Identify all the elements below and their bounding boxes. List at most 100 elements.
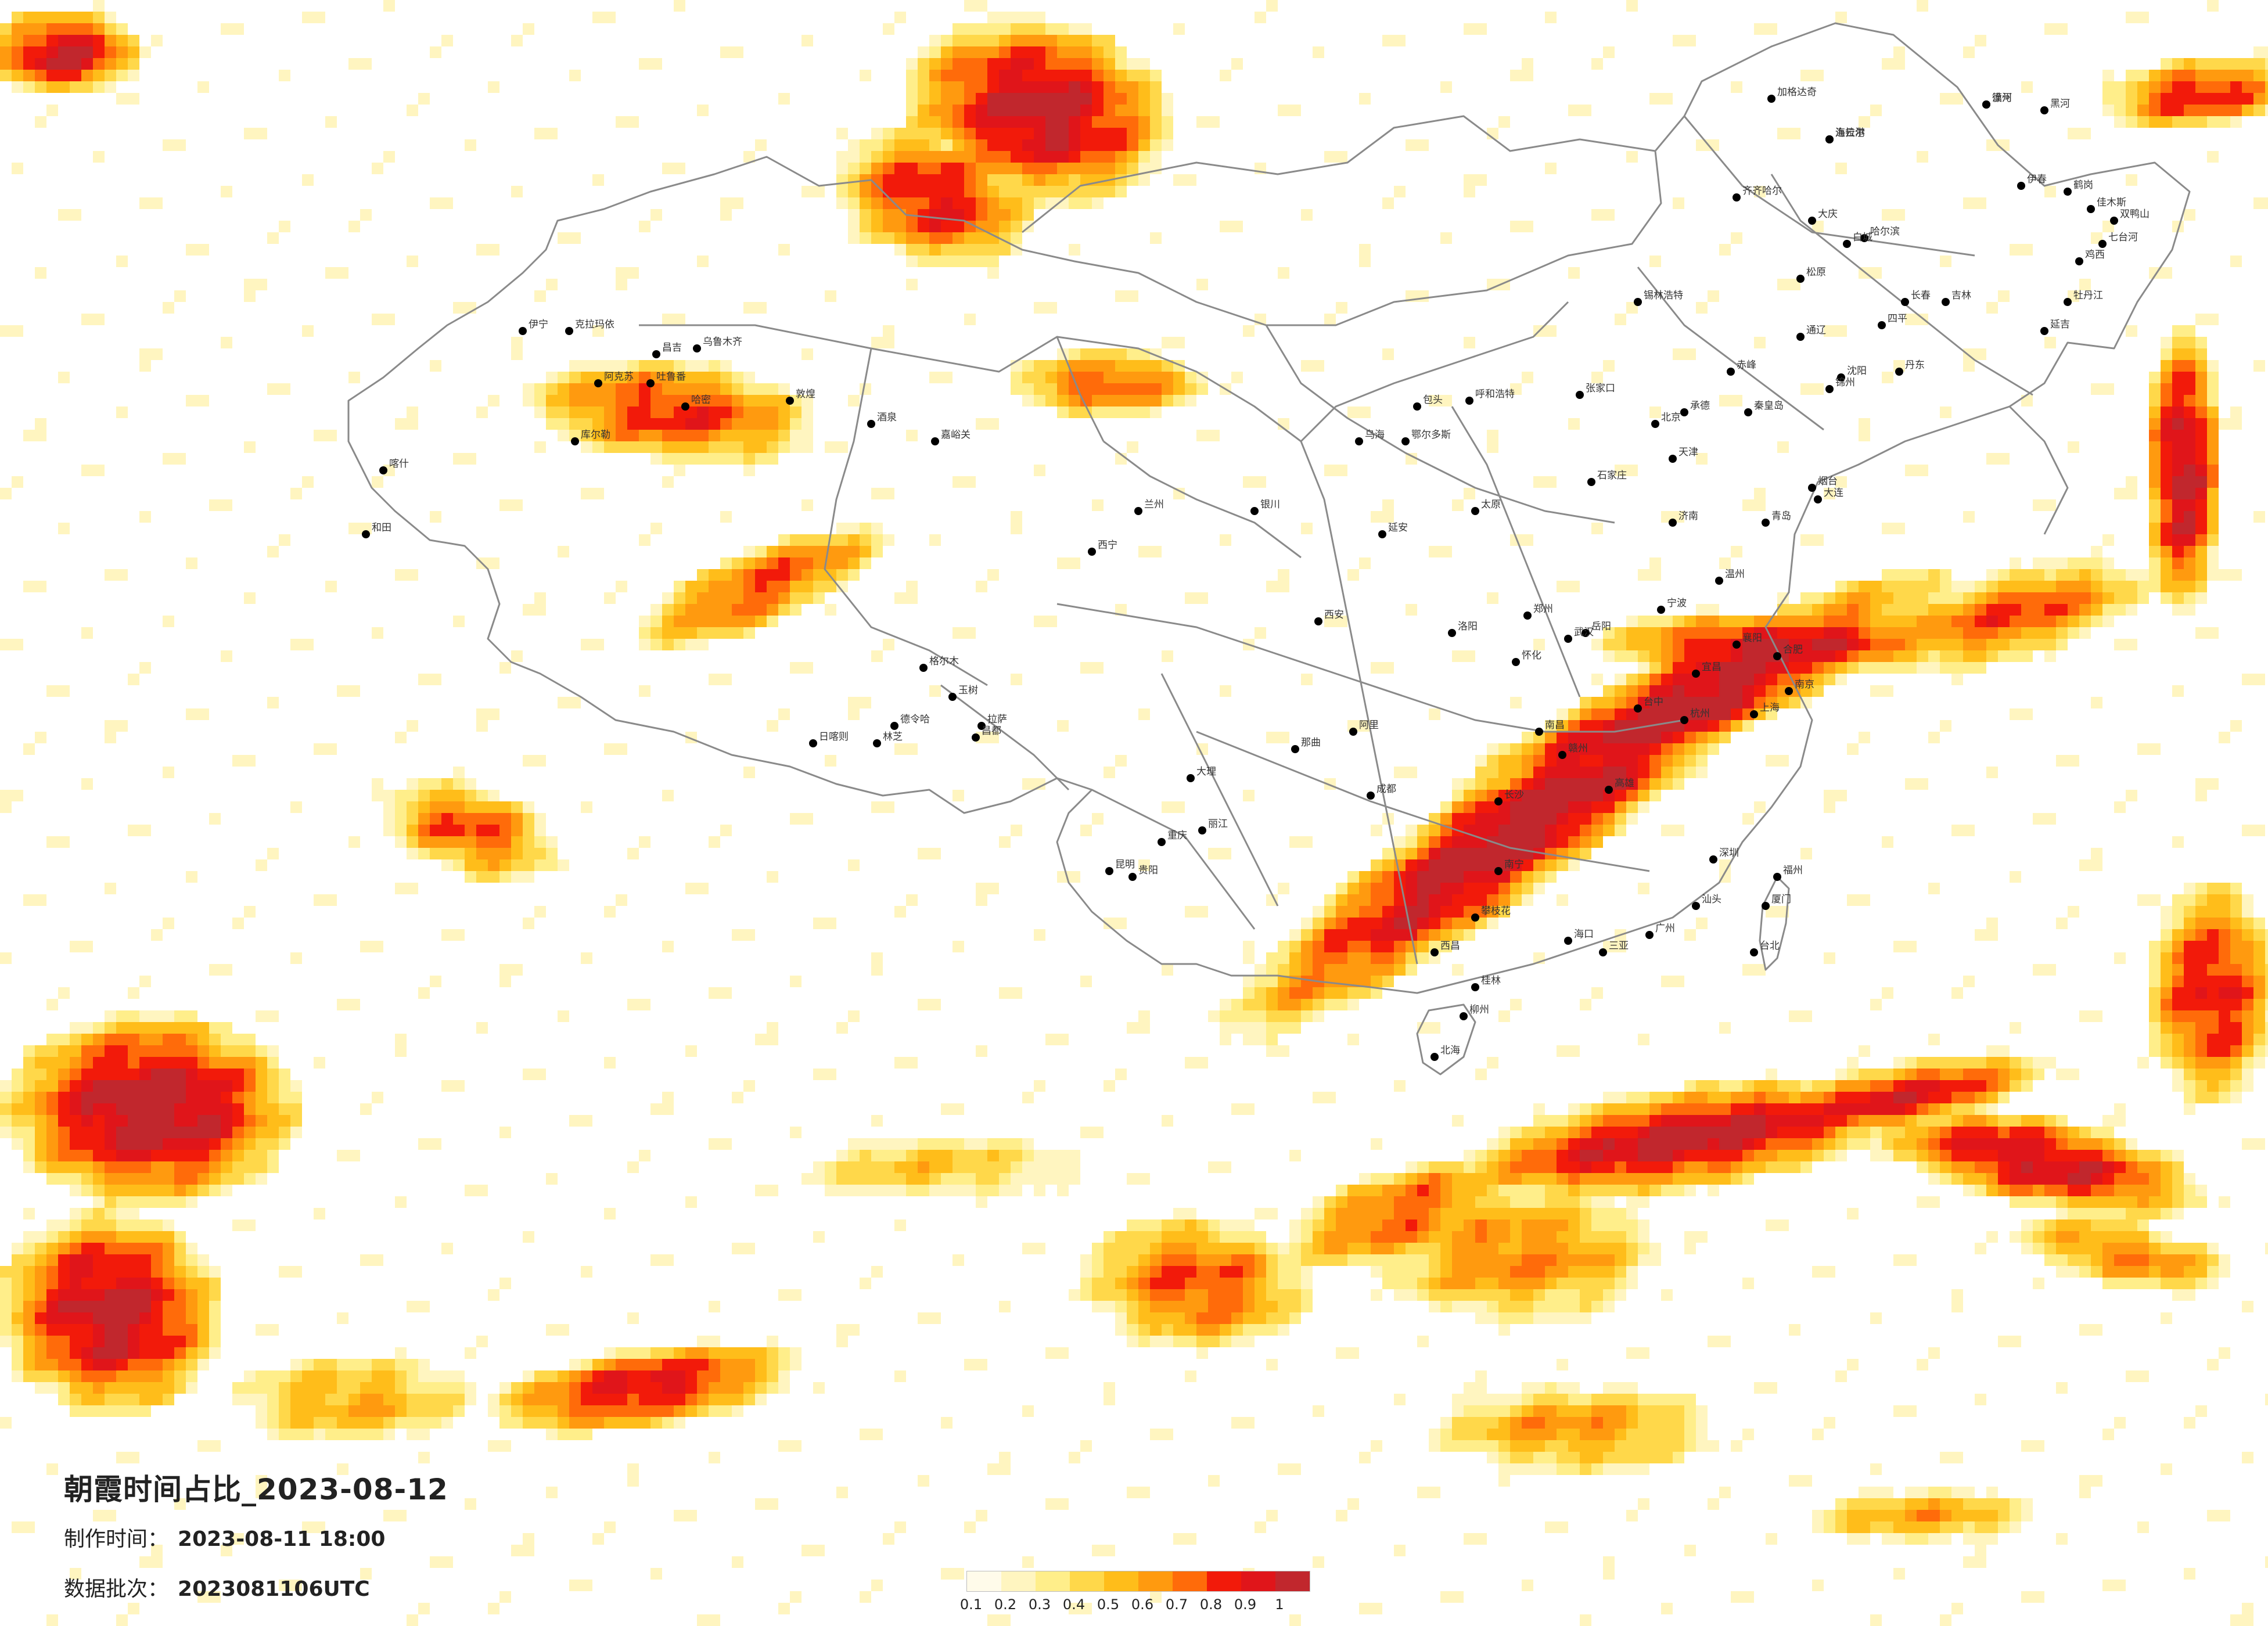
city-label: 洛阳 — [1458, 621, 1478, 632]
city-marker: 吉林 — [1942, 290, 1971, 306]
city-marker: 阿克苏 — [594, 371, 634, 387]
city-dot — [1291, 745, 1299, 753]
city-dot — [681, 402, 689, 411]
city-label: 合肥 — [1783, 644, 1803, 656]
city-marker: 武汉 — [1564, 627, 1594, 643]
city-label: 嘉峪关 — [941, 429, 971, 441]
city-marker: 哈密 — [681, 394, 711, 411]
neighbor-boundaries — [1022, 115, 2069, 535]
city-marker: 锡林浩特 — [1634, 290, 1683, 306]
production-time-value: 2023-08-11 18:00 — [178, 1527, 386, 1551]
city-label: 酒泉 — [877, 412, 897, 423]
city-label: 海口 — [1574, 929, 1594, 940]
city-dot — [948, 693, 957, 701]
city-dot — [1378, 530, 1386, 538]
city-label: 大连 — [1824, 487, 1843, 499]
city-label: 包头 — [1423, 394, 1443, 406]
city-marker: 乌鲁木齐 — [693, 336, 742, 352]
city-dot — [1198, 826, 1206, 834]
city-label: 阿克苏 — [604, 371, 634, 383]
city-dot — [1494, 867, 1503, 875]
city-marker: 洛阳 — [1448, 621, 1478, 637]
city-marker: 伊宁 — [519, 319, 548, 335]
city-dot — [2110, 217, 2118, 225]
city-dot — [1767, 95, 1775, 103]
city-dot — [362, 530, 370, 538]
map-title: 朝霞时间占比_2023-08-12 — [64, 1473, 448, 1506]
city-marker: 天津 — [1669, 447, 1698, 463]
city-label: 深圳 — [1719, 847, 1739, 859]
city-marker: 白城 — [1843, 232, 1872, 248]
city-label: 杭州 — [1690, 708, 1710, 720]
city-marker: 昌都 — [972, 725, 1001, 742]
city-marker: 怀化 — [1512, 650, 1541, 666]
city-dot — [2040, 327, 2048, 335]
city-label: 海拉尔 — [1835, 127, 1865, 139]
city-label: 伊春 — [2027, 174, 2047, 185]
city-marker: 重庆 — [1158, 830, 1187, 846]
color-legend: 0.1 0.2 0.3 0.4 0.5 0.6 0.7 0.8 0.9 1 — [960, 1571, 1310, 1615]
legend-tick: 0.2 — [994, 1596, 1017, 1613]
city-label: 丹东 — [1905, 359, 1925, 371]
city-dot — [1088, 548, 1096, 556]
city-dot — [1773, 873, 1781, 881]
city-label: 张家口 — [1586, 383, 1615, 394]
city-dot — [565, 327, 573, 335]
city-marker: 延安 — [1378, 522, 1408, 538]
city-dot — [1680, 408, 1688, 416]
city-marker: 攀枝花 — [1471, 905, 1511, 922]
city-label: 重庆 — [1167, 830, 1187, 841]
city-dot — [1599, 948, 1607, 956]
city-label: 西宁 — [1098, 539, 1117, 551]
city-dot — [1796, 275, 1805, 283]
city-dot — [1250, 507, 1259, 515]
city-dot — [1494, 797, 1503, 805]
city-marker: 和田 — [362, 522, 391, 538]
city-label: 阿里 — [1359, 720, 1379, 731]
legend-tick: 0.5 — [1097, 1596, 1120, 1613]
city-marker: 柳州 — [1460, 1004, 1489, 1020]
city-dot — [519, 327, 527, 335]
city-label: 拉萨 — [987, 714, 1007, 725]
city-marker: 济南 — [1669, 510, 1698, 527]
city-dot — [1471, 507, 1479, 515]
city-label: 岳阳 — [1591, 621, 1611, 632]
city-label: 温州 — [1725, 569, 1745, 580]
city-dot — [1750, 710, 1758, 718]
city-label: 秦皇岛 — [1754, 400, 1784, 412]
city-dot — [1582, 629, 1590, 637]
legend-swatch — [1104, 1571, 1138, 1591]
city-marker: 酒泉 — [867, 412, 897, 428]
city-dot — [1942, 298, 1950, 306]
city-marker: 台北 — [1750, 940, 1780, 956]
city-label: 双鸭山 — [2120, 208, 2150, 220]
city-label: 宜昌 — [1702, 661, 1721, 673]
city-dot — [1401, 437, 1410, 445]
city-dot — [1843, 240, 1851, 248]
city-marker: 四平 — [1878, 313, 1907, 329]
city-label: 汕头 — [1702, 894, 1721, 905]
city-dot — [1564, 635, 1572, 643]
city-marker: 喀什 — [379, 458, 409, 474]
city-label: 齐齐哈尔 — [1742, 185, 1782, 197]
city-dot — [1128, 873, 1137, 881]
city-dot — [1605, 786, 1613, 794]
city-dot — [1634, 298, 1642, 306]
city-marker: 高雄 — [1605, 778, 1634, 794]
province-boundaries — [639, 116, 2033, 965]
city-dot — [1471, 913, 1479, 922]
city-dot — [1808, 217, 1816, 225]
city-label: 烟台 — [1818, 476, 1838, 487]
city-marker: 杭州 — [1680, 708, 1710, 724]
city-marker: 合肥 — [1773, 644, 1803, 660]
city-dot — [1355, 437, 1363, 445]
city-marker: 那曲 — [1291, 737, 1321, 753]
city-marker: 连云港 — [1825, 127, 1865, 143]
city-dot — [972, 733, 980, 742]
city-dot — [1808, 484, 1816, 492]
city-marker: 赣州 — [1558, 743, 1588, 759]
city-label: 佳木斯 — [2097, 197, 2126, 208]
city-marker: 台中 — [1634, 696, 1663, 713]
city-marker: 南昌 — [1535, 720, 1565, 736]
